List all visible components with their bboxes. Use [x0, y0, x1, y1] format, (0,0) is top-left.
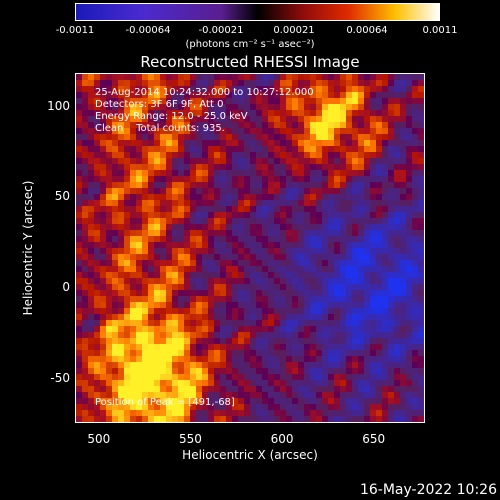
- y-tick-label: -50: [50, 370, 70, 385]
- colorbar-tick-label: -0.00021: [198, 25, 244, 36]
- y-tick-label: 0: [62, 279, 70, 294]
- colorbar-tick-label: -0.00064: [125, 25, 171, 36]
- colorbar-tick-label: 0.0011: [422, 25, 458, 36]
- colorbar-tick-label: 0.00021: [273, 25, 315, 36]
- plot-timestamp: 16-May-2022 10:26: [359, 482, 497, 498]
- colorbar-tick-label: 0.00064: [346, 25, 388, 36]
- y-tick-label: 100: [47, 98, 70, 113]
- y-tick-label: 50: [54, 189, 70, 204]
- chart-title: Reconstructed RHESSI Image: [140, 53, 360, 71]
- colorbar-gradient: [76, 4, 439, 20]
- x-tick-label: 500: [87, 432, 111, 446]
- x-tick-label: 650: [362, 432, 386, 446]
- colorbar-unit-label: (photons cm⁻² s⁻¹ asec⁻²): [185, 39, 315, 50]
- annotation-clean-counts: Clean Total counts: 935.: [95, 123, 225, 134]
- x-tick-label: 600: [270, 432, 294, 446]
- colorbar-tick-label: -0.0011: [55, 25, 95, 36]
- colorbar: [75, 3, 440, 21]
- annotation-detectors: Detectors: 3F 6F 9F, Att 0: [95, 99, 224, 110]
- y-axis-label: Heliocentric Y (arcsec): [21, 180, 35, 316]
- annotation-peak-position: Position of Peak = [491,-68]: [95, 397, 235, 408]
- heatmap-image: [76, 74, 424, 422]
- x-tick-label: 550: [178, 432, 202, 446]
- annotation-energy-range: Energy Range: 12.0 - 25.0 keV: [95, 111, 248, 122]
- annotation-time-range: 25-Aug-2014 10:24:32.000 to 10:27:12.000: [95, 87, 314, 98]
- x-axis-label: Heliocentric X (arcsec): [182, 448, 318, 462]
- heatmap-cells: [76, 74, 424, 422]
- heatmap-plot-area: 25-Aug-2014 10:24:32.000 to 10:27:12.000…: [75, 73, 425, 423]
